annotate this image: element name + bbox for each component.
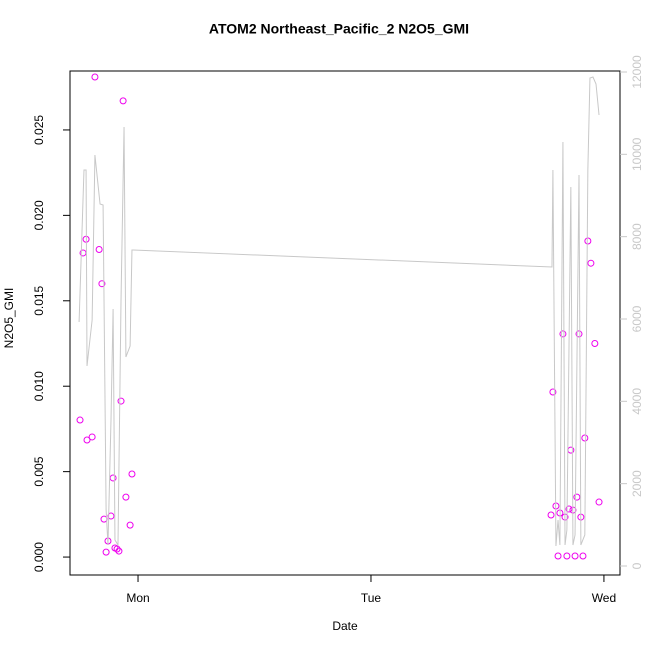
y-tick-label: 0.005 xyxy=(32,456,46,486)
y-tick-label: 0.020 xyxy=(32,200,46,230)
point xyxy=(547,511,555,519)
y-tick-label: 0.000 xyxy=(32,542,46,572)
point xyxy=(113,545,121,553)
x-tick-label: Tue xyxy=(361,591,382,605)
point xyxy=(565,505,573,513)
point xyxy=(579,552,587,560)
point xyxy=(115,547,123,555)
point xyxy=(95,246,103,254)
y-tick-label: 0.010 xyxy=(32,371,46,401)
y2-tick-label: 6000 xyxy=(630,305,644,332)
y2-tick-label: 8000 xyxy=(630,223,644,250)
point xyxy=(587,259,595,267)
point xyxy=(559,330,567,338)
point xyxy=(98,280,106,288)
point xyxy=(554,552,562,560)
line xyxy=(78,76,600,547)
point xyxy=(91,73,99,81)
plot-box xyxy=(69,70,621,576)
point xyxy=(549,388,557,396)
point xyxy=(571,552,579,560)
point xyxy=(122,493,130,501)
point xyxy=(128,470,136,478)
y2-tick-label: 4000 xyxy=(630,388,644,415)
y2-tick-label: 0 xyxy=(630,562,644,569)
point xyxy=(119,97,127,105)
y2-tick-label: 10000 xyxy=(630,137,644,171)
point xyxy=(76,416,84,424)
point xyxy=(126,521,134,529)
point xyxy=(573,493,581,501)
point xyxy=(581,434,589,442)
chart-title: ATOM2 Northeast_Pacific_2 N2O5_GMI xyxy=(209,21,469,37)
y2-tick-label: 12000 xyxy=(630,55,644,89)
point xyxy=(109,474,117,482)
point xyxy=(102,548,110,556)
y-tick-label: 0.015 xyxy=(32,285,46,315)
point xyxy=(591,340,599,348)
point xyxy=(584,237,592,245)
point xyxy=(595,498,603,506)
x-axis-label: Date xyxy=(332,619,358,633)
point xyxy=(117,397,125,405)
point xyxy=(107,512,115,520)
point xyxy=(563,552,571,560)
y2-tick-label: 2000 xyxy=(630,470,644,497)
point xyxy=(575,330,583,338)
point xyxy=(88,433,96,441)
point xyxy=(83,436,91,444)
x-tick-label: Wed xyxy=(592,591,616,605)
x-tick-label: Mon xyxy=(126,591,149,605)
y-axis-label: N2O5_GMI xyxy=(2,288,16,349)
y-tick-label: 0.025 xyxy=(32,115,46,145)
